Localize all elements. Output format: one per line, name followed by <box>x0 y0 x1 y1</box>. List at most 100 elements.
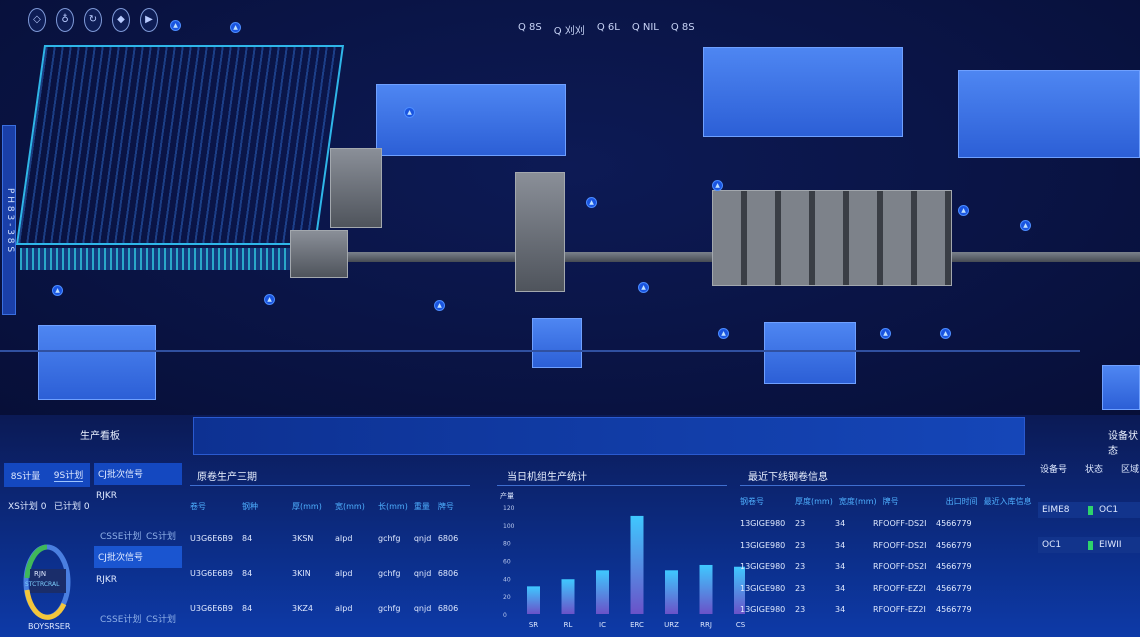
drop-icon[interactable]: ♁ <box>56 8 74 32</box>
table-row[interactable]: 13GIGE980 23 34 RFOOFF-EZ2I 4566779 <box>740 578 1018 600</box>
bar <box>665 570 678 614</box>
col-header[interactable]: 牌号 <box>882 496 899 506</box>
col-header[interactable]: 宽度(mm) <box>838 496 877 506</box>
nav-item[interactable]: Q 8S <box>670 22 695 33</box>
list-col: CS计划 <box>146 615 176 625</box>
col-header[interactable]: 钢种 <box>242 501 258 511</box>
table-cell: RFOOFF-DS2I <box>873 540 927 550</box>
top-nav: Q 8S Q 刈刈 Q 6L Q NIL Q 8S <box>518 22 695 37</box>
building <box>703 47 903 137</box>
dashboard-panel: 生产看板 8S计量 9S计划 XS计划 0 已计划 0 RJN STCTRCRA… <box>0 415 1140 637</box>
col-header[interactable]: 钢卷号 <box>740 496 764 506</box>
play-icon[interactable]: ▶ <box>140 8 158 32</box>
marker-icon[interactable]: ▲ <box>1020 220 1031 231</box>
nav-item[interactable]: Q NIL <box>631 22 659 33</box>
building <box>1102 365 1140 410</box>
marker-icon[interactable]: ▲ <box>404 107 415 118</box>
building <box>38 325 156 400</box>
status-indicator <box>1088 505 1093 515</box>
col-header[interactable]: 最近入库信息 <box>983 496 1032 506</box>
machine <box>515 172 565 292</box>
table-cell: 34 <box>835 583 846 593</box>
col-header[interactable]: 厚(mm) <box>292 501 322 511</box>
tab[interactable]: 9S计划 <box>53 468 84 482</box>
col-header: 区域 <box>1121 465 1140 475</box>
factory-3d-scene[interactable]: ◇ ♁ ↻ ◆ ▶ Q 8S Q 刈刈 Q 6L Q NIL Q 8S P H … <box>0 0 1140 415</box>
marker-icon[interactable]: ▲ <box>712 180 723 191</box>
marker-icon[interactable]: ▲ <box>170 20 181 31</box>
tab-bar: 8S计量 9S计划 <box>4 463 90 487</box>
table-cell: 4566779 <box>936 605 972 615</box>
building <box>532 318 582 368</box>
y-tick-label: 120 <box>503 505 515 512</box>
table-cell: RFOOFF-DS2I <box>873 562 927 572</box>
col-header[interactable]: 卷号 <box>190 501 206 511</box>
marker-icon[interactable]: ▲ <box>718 328 729 339</box>
col-header[interactable]: 长(mm) <box>378 501 408 511</box>
x-tick-label: RRJ <box>700 621 712 629</box>
col-header[interactable]: 牌号 <box>437 501 454 511</box>
table-row[interactable]: 13GIGE980 23 34 RFOOFF-DS2I 4566779 <box>740 535 1018 557</box>
list-header[interactable]: CJ批次信号 <box>94 463 182 485</box>
storage-yard <box>15 45 345 245</box>
col-header[interactable]: 厚度(mm) <box>795 496 833 506</box>
machine-row <box>712 190 952 286</box>
table-row[interactable]: 13GIGE980 23 34 RFOOFF-DS2I 4566779 <box>740 513 1018 535</box>
y-tick-label: 60 <box>503 559 511 566</box>
donut-label: RJN <box>34 570 47 578</box>
list-col: CSSE计划 <box>100 532 142 542</box>
nav-item[interactable]: Q 8S <box>518 22 542 33</box>
chart-ylabel: 产量 <box>500 492 514 500</box>
side-label[interactable]: P H 8 3 - 3 8 S <box>2 125 16 315</box>
donut-segment <box>24 589 67 620</box>
bar <box>699 564 713 614</box>
device-row[interactable]: EIME8 OC1 <box>1038 502 1140 518</box>
machine <box>290 230 348 278</box>
col-header[interactable]: 出口时间 <box>945 496 978 506</box>
donut-caption: BOYSRSER <box>28 622 71 631</box>
bar <box>630 515 644 614</box>
cube-icon[interactable]: ◇ <box>28 8 46 32</box>
bar <box>596 570 609 614</box>
marker-icon[interactable]: ▲ <box>940 328 951 339</box>
marker-icon[interactable]: ▲ <box>958 205 969 216</box>
marker-icon[interactable]: ▲ <box>434 300 445 311</box>
table-row[interactable]: 13GIGE980 23 34 RFOOFF-DS2I 4566779 <box>740 556 1018 578</box>
track <box>0 350 1080 352</box>
tab[interactable]: 8S计量 <box>10 471 41 482</box>
col-header[interactable]: 重量 <box>413 501 430 511</box>
table-cell <box>978 599 1018 621</box>
bar <box>561 579 575 614</box>
table-cell <box>978 556 1018 578</box>
chart-title: 当日机组生产统计 <box>507 472 587 483</box>
col-header[interactable]: 宽(mm) <box>335 501 365 511</box>
marker-icon[interactable]: ▲ <box>264 294 275 305</box>
device-row[interactable]: OC1 EIWII <box>1038 537 1140 553</box>
list-header[interactable]: CJ批次信号 <box>94 546 182 568</box>
prod-table: 卷号 钢种 厚(mm) 宽(mm) 长(mm) 重量 牌号 U3G6E6B9 84 3KSN aI… <box>190 491 464 626</box>
nav-item[interactable]: Q 刈刈 <box>553 26 585 37</box>
marker-icon[interactable]: ▲ <box>638 282 649 293</box>
right-panel-title: 设备状态 <box>1108 431 1138 457</box>
x-tick-label: URZ <box>664 621 679 629</box>
diamond-icon[interactable]: ◆ <box>112 8 130 32</box>
table-row[interactable]: U3G6E6B9 84 3KZ4 aIpd gchfg qnjd 6806 <box>190 604 459 613</box>
table-cell: 4566779 <box>936 519 972 529</box>
recycle-icon[interactable]: ↻ <box>84 8 102 32</box>
y-tick-label: 100 <box>503 523 515 530</box>
marker-icon[interactable]: ▲ <box>52 285 63 296</box>
right-headers: 设备号 状态 区域 <box>1040 462 1140 475</box>
table-row[interactable]: U3G6E6B9 84 3KSN aIpd gchfg qnjd 6806 <box>190 534 459 543</box>
marker-icon[interactable]: ▲ <box>880 328 891 339</box>
marker-icon[interactable]: ▲ <box>586 197 597 208</box>
bar <box>527 586 540 614</box>
table-cell: 4566779 <box>936 540 972 550</box>
list-col: CSSE计划 <box>100 615 142 625</box>
table-row[interactable]: 13GIGE980 23 34 RFOOFF-EZ2I 4566779 <box>740 599 1018 621</box>
table-cell: 4566779 <box>936 583 972 593</box>
nav-item[interactable]: Q 6L <box>596 22 620 33</box>
marker-icon[interactable]: ▲ <box>230 22 241 33</box>
table-row[interactable]: U3G6E6B9 84 3KIN aIpd gchfg qnjd 6806 <box>190 569 459 578</box>
table-cell <box>978 513 1018 535</box>
table-cell: 34 <box>835 519 846 529</box>
